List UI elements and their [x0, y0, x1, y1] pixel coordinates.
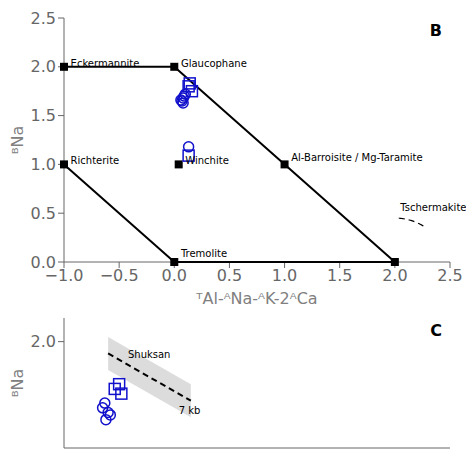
svg-text:−1.0: −1.0	[44, 266, 84, 286]
svg-text:Eckermannite: Eckermannite	[71, 58, 140, 69]
svg-text:Shuksan: Shuksan	[128, 349, 171, 360]
svg-text:2.0: 2.0	[382, 266, 407, 285]
svg-text:7 kb: 7 kb	[179, 405, 201, 416]
svg-text:1.5: 1.5	[31, 106, 56, 125]
svg-text:−0.5: −0.5	[100, 266, 139, 285]
svg-text:1.0: 1.0	[31, 155, 56, 174]
svg-text:Glaucophane: Glaucophane	[181, 58, 247, 69]
svg-text:ᵀAl-ᴬNa-ᴬK-2ᴬCa: ᵀAl-ᴬNa-ᴬK-2ᴬCa	[195, 289, 317, 308]
svg-text:2.0: 2.0	[31, 57, 56, 76]
svg-text:1.5: 1.5	[327, 266, 352, 285]
svg-text:0.0: 0.0	[31, 253, 56, 272]
html-text:C: C	[430, 321, 442, 340]
svg-text:ᴮNa: ᴮNa	[8, 126, 27, 155]
svg-text:Tschermakite: Tschermakite	[399, 202, 466, 213]
svg-text:0.0: 0.0	[162, 266, 187, 285]
svg-text:ᴮNa: ᴮNa	[8, 369, 27, 398]
svg-text:2.0: 2.0	[31, 332, 56, 351]
svg-text:1.0: 1.0	[272, 266, 297, 285]
svg-text:0.5: 0.5	[217, 266, 242, 285]
svg-text:2.5: 2.5	[31, 9, 56, 28]
svg-text:Tremolite: Tremolite	[180, 248, 227, 259]
svg-text:Al-Barroisite / Mg-Taramite: Al-Barroisite / Mg-Taramite	[291, 152, 422, 163]
svg-text:0.5: 0.5	[31, 204, 56, 223]
svg-text:Richterite: Richterite	[71, 155, 120, 166]
svg-text:Winchite: Winchite	[185, 155, 228, 166]
svg-text:2.5: 2.5	[437, 266, 462, 285]
html-text:B: B	[429, 21, 442, 40]
